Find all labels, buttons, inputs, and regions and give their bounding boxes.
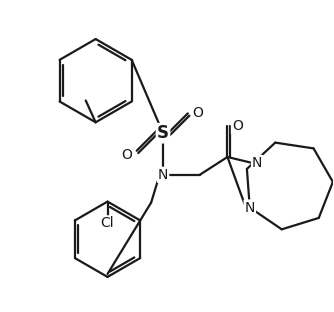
Text: N: N: [252, 156, 263, 170]
Text: S: S: [157, 124, 169, 142]
Text: O: O: [121, 148, 132, 162]
Text: N: N: [158, 168, 168, 182]
Text: O: O: [192, 106, 203, 120]
Text: Cl: Cl: [101, 217, 114, 230]
Text: O: O: [232, 119, 243, 133]
Text: N: N: [244, 201, 255, 215]
